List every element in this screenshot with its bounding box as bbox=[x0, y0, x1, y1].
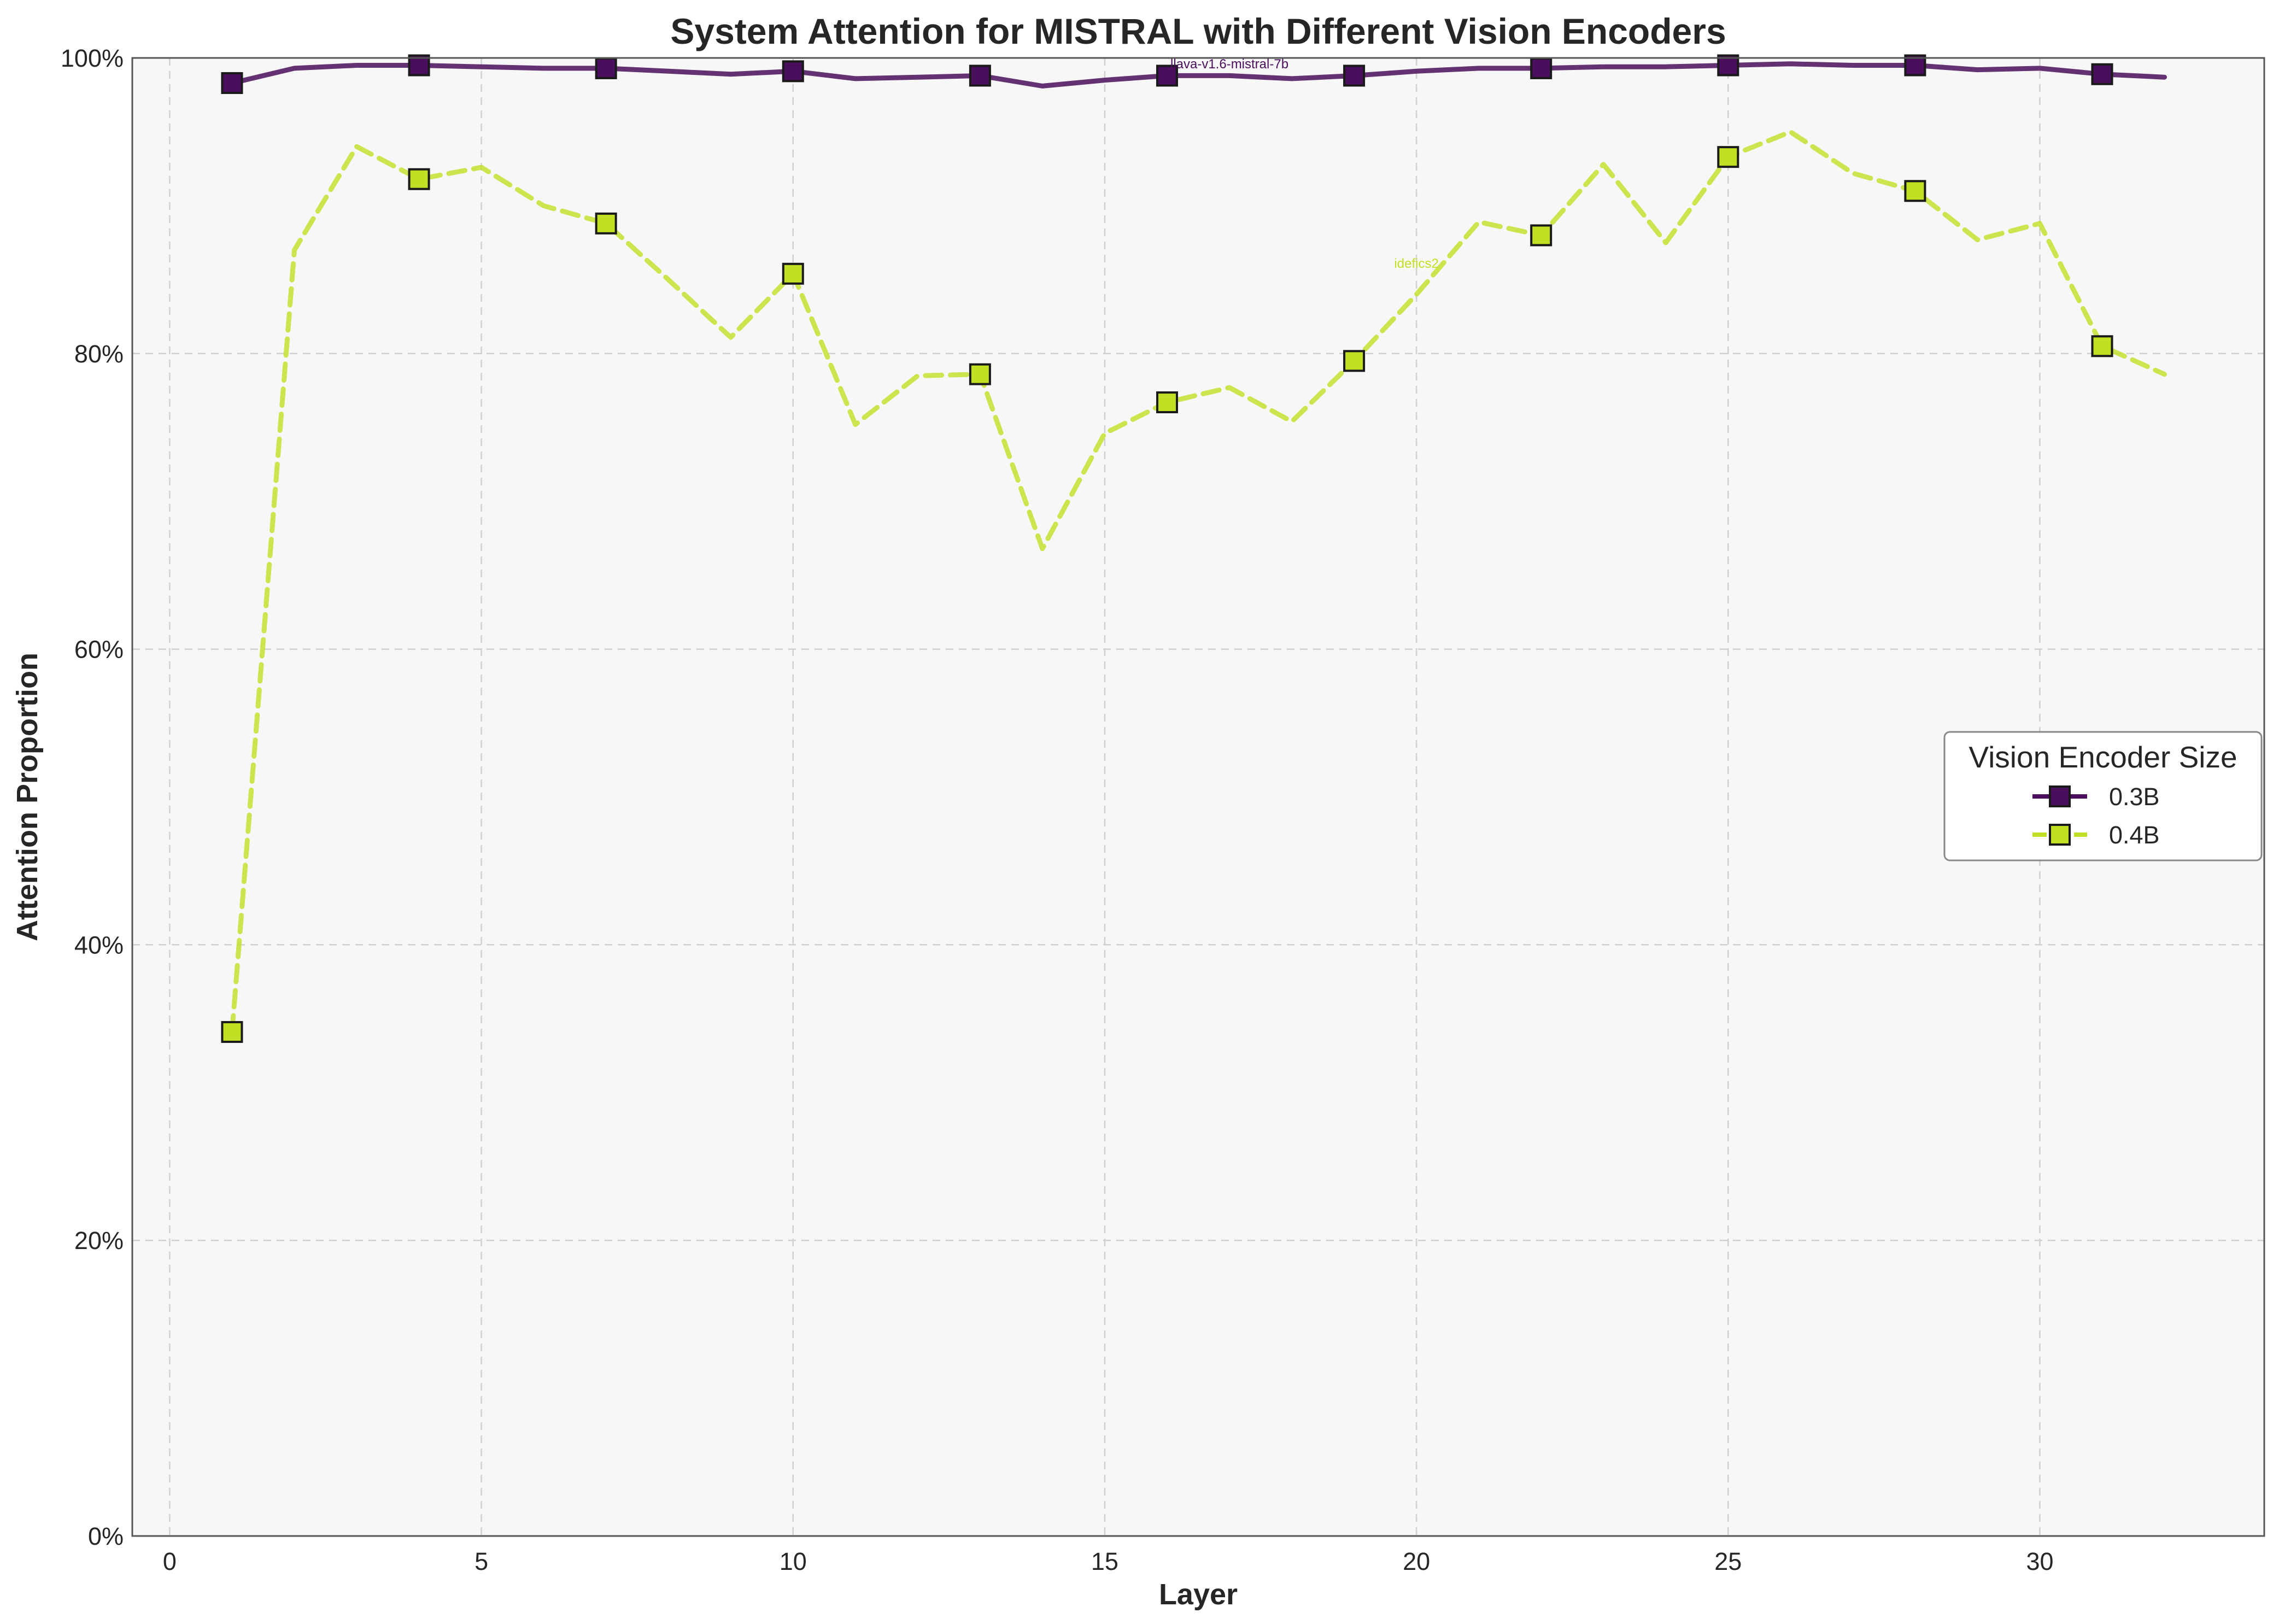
data-point-0.4B bbox=[2091, 335, 2113, 357]
y-tick-label: 80% bbox=[74, 340, 124, 368]
data-point-0.4B bbox=[1717, 146, 1739, 168]
y-tick-label: 60% bbox=[74, 636, 124, 664]
data-point-0.4B bbox=[1530, 224, 1552, 247]
x-tick-label: 10 bbox=[780, 1547, 807, 1575]
chart-title: System Attention for MISTRAL with Differ… bbox=[670, 11, 1726, 51]
data-point-0.3B bbox=[1530, 57, 1552, 79]
x-tick-label: 0 bbox=[163, 1547, 177, 1575]
legend-label-0.4B: 0.4B bbox=[2109, 821, 2160, 849]
data-point-0.3B bbox=[1156, 65, 1178, 87]
legend-label-0.3B: 0.3B bbox=[2109, 783, 2160, 811]
series-annotation-0.4B: idefics2 bbox=[1394, 256, 1438, 271]
y-tick-label: 0% bbox=[88, 1522, 124, 1550]
legend-marker-0.4B bbox=[2049, 824, 2071, 846]
data-point-0.3B bbox=[1343, 65, 1366, 87]
legend: Vision Encoder Size 0.3B 0.4B bbox=[1943, 731, 2263, 861]
tick-labels: 0 5 10 15 20 25 30 0% 20% 40% 60% 80% 100% bbox=[61, 44, 2054, 1575]
series-group bbox=[221, 54, 2167, 1043]
x-tick-label: 15 bbox=[1091, 1547, 1118, 1575]
y-tick-label: 100% bbox=[61, 44, 124, 72]
y-tick-label: 40% bbox=[74, 931, 124, 959]
plot-frame bbox=[131, 57, 2265, 1537]
data-point-0.4B bbox=[221, 1021, 243, 1043]
x-tick-label: 5 bbox=[474, 1547, 488, 1575]
data-point-0.3B bbox=[782, 60, 804, 83]
series-annotation-0.3B: llava-v1.6-mistral-7b bbox=[1170, 57, 1288, 72]
y-axis-label: Attention Proportion bbox=[11, 653, 44, 941]
plot-area bbox=[132, 58, 2264, 1536]
series-line-0.3B bbox=[230, 61, 2167, 89]
x-tick-label: 25 bbox=[1714, 1547, 1742, 1575]
data-point-0.4B bbox=[782, 262, 804, 285]
legend-box bbox=[1943, 731, 2263, 861]
data-point-0.4B bbox=[595, 212, 617, 234]
annotations: llava-v1.6-mistral-7b idefics2 bbox=[1170, 57, 1439, 271]
x-tick-label: 20 bbox=[1403, 1547, 1430, 1575]
data-point-0.3B bbox=[1904, 54, 1926, 77]
data-point-0.3B bbox=[1717, 54, 1739, 77]
data-point-0.4B bbox=[408, 168, 430, 190]
data-point-0.4B bbox=[1156, 391, 1178, 414]
data-point-0.3B bbox=[221, 72, 243, 94]
data-point-0.3B bbox=[2091, 63, 2113, 85]
legend-marker-0.3B bbox=[2049, 785, 2071, 807]
x-tick-label: 30 bbox=[2026, 1547, 2053, 1575]
y-tick-label: 20% bbox=[74, 1227, 124, 1254]
series-line-0.4B bbox=[230, 129, 2167, 1035]
data-point-0.3B bbox=[969, 65, 991, 87]
x-axis-label: Layer bbox=[1159, 1578, 1238, 1611]
data-point-0.4B bbox=[1904, 180, 1926, 202]
data-point-0.4B bbox=[969, 363, 991, 385]
data-point-0.3B bbox=[408, 54, 430, 77]
data-point-0.3B bbox=[595, 57, 617, 79]
data-point-0.4B bbox=[1343, 350, 1366, 372]
legend-title: Vision Encoder Size bbox=[1969, 740, 2237, 774]
